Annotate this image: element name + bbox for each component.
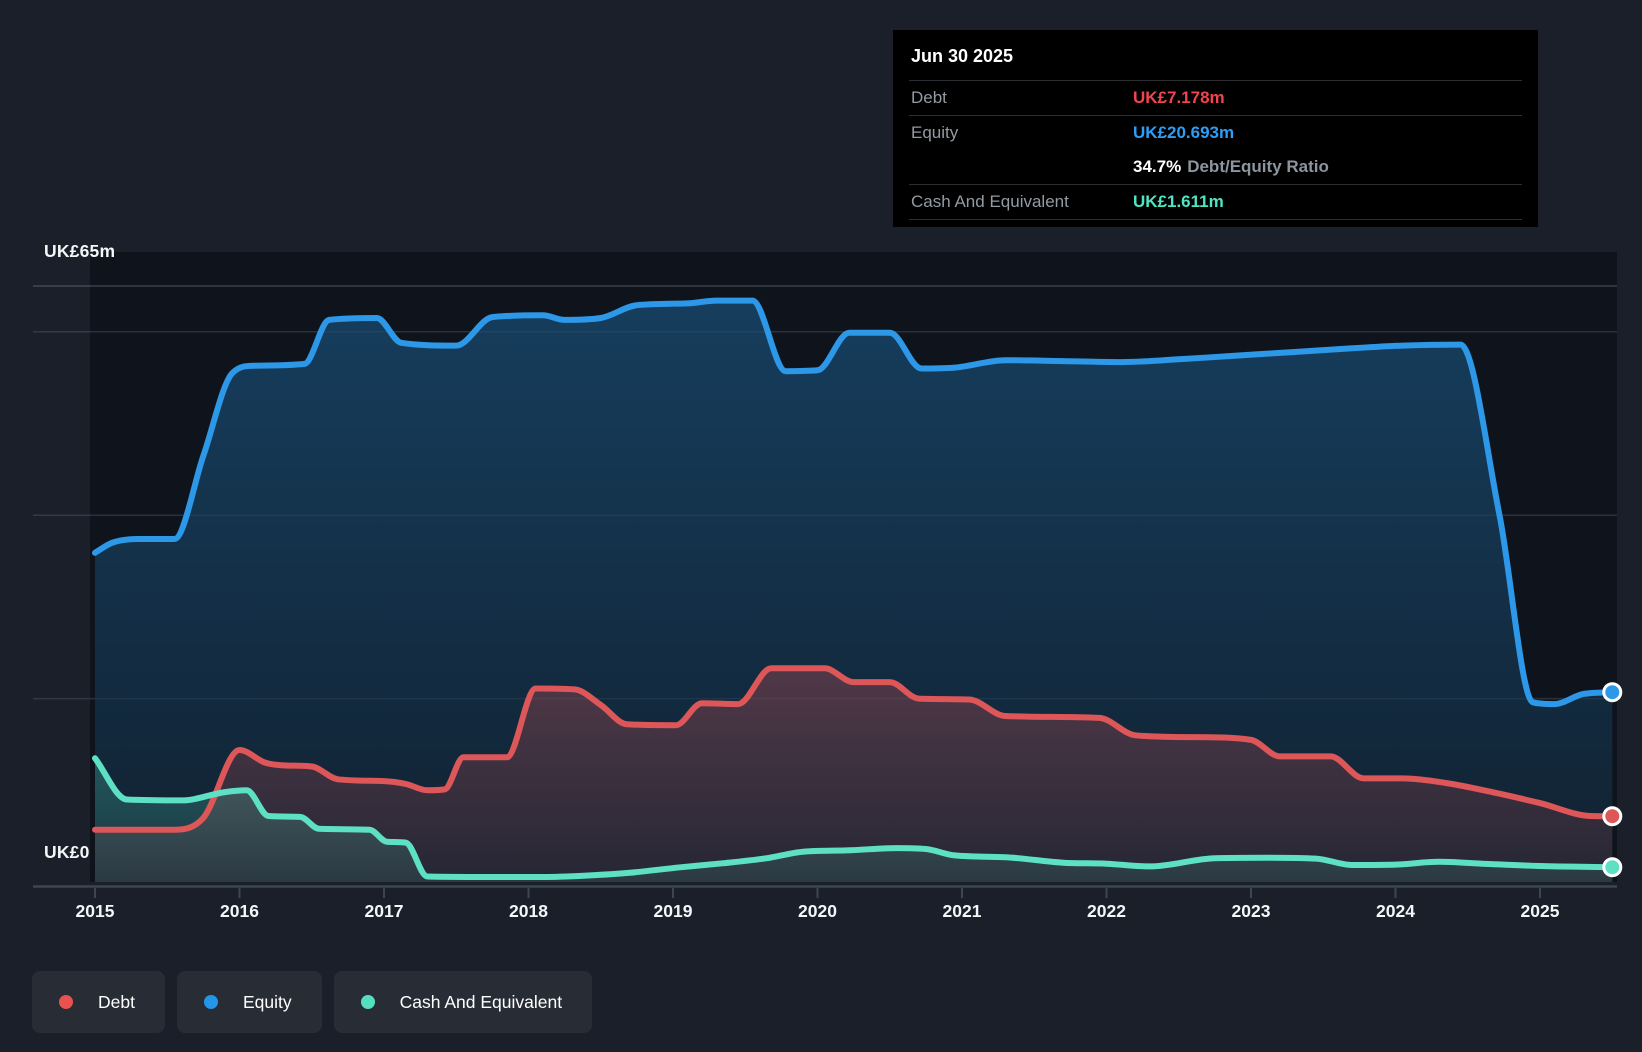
debt-area: [95, 668, 1613, 882]
x-tick-label-2024: 2024: [1376, 901, 1415, 921]
y-axis-zero-label: UK£0: [44, 842, 90, 862]
chart-legend: Debt Equity Cash And Equivalent: [32, 971, 593, 1033]
debt-dot-icon: [59, 995, 73, 1009]
tooltip-row-equity: Equity UK£20.693m: [909, 115, 1522, 150]
x-tick-label-2018: 2018: [509, 901, 548, 921]
x-tick-label-2015: 2015: [75, 901, 115, 921]
debt-endpoint-marker: [1602, 806, 1623, 827]
tooltip-row-debt: Debt UK£7.178m: [909, 80, 1522, 115]
x-tick-label-2023: 2023: [1231, 901, 1271, 921]
cash-dot-icon: [360, 995, 375, 1009]
tooltip-row-cash: Cash And Equivalent UK£1.611m: [909, 184, 1522, 219]
tooltip-ratio-label: Debt/Equity Ratio: [1187, 157, 1329, 176]
cash-and-equivalent-line: [92, 755, 1616, 881]
x-tick-label-2021: 2021: [942, 901, 982, 921]
tooltip-bottom-divider: [909, 219, 1522, 220]
legend-item-cash[interactable]: Cash And Equivalent: [333, 971, 593, 1033]
tooltip-equity-label: Equity: [911, 123, 959, 142]
tooltip-equity-value: UK£20.693m: [1133, 123, 1235, 142]
legend-debt-label: Debt: [98, 991, 135, 1012]
x-tick-label-2019: 2019: [653, 901, 693, 921]
x-tick-label-2020: 2020: [798, 901, 837, 921]
equity-dot-icon: [203, 995, 218, 1009]
equity-endpoint-marker: [1602, 682, 1623, 703]
x-tick-label-2016: 2016: [220, 901, 259, 921]
equity-line: [92, 297, 1616, 708]
chart-tooltip: Jun 30 2025 Debt UK£7.178m Equity UK£20.…: [893, 30, 1538, 227]
tooltip-ratio-value: 34.7%: [1133, 157, 1182, 176]
legend-equity-label: Equity: [242, 991, 292, 1012]
debt-line: [92, 665, 1616, 833]
x-tick-label-2017: 2017: [364, 901, 404, 921]
tooltip-cash-value: UK£1.611m: [1133, 192, 1224, 211]
cash-area: [95, 758, 1613, 882]
tooltip-debt-label: Debt: [911, 88, 947, 107]
y-axis-max-label: UK£65m: [44, 241, 116, 261]
x-tick-label-2025: 2025: [1520, 901, 1560, 921]
legend-item-debt[interactable]: Debt: [32, 971, 165, 1033]
tooltip-cash-label: Cash And Equivalent: [911, 192, 1069, 211]
x-tick-label-2022: 2022: [1087, 901, 1126, 921]
legend-item-equity[interactable]: Equity: [176, 971, 322, 1033]
tooltip-date: Jun 30 2025: [911, 46, 1014, 66]
tooltip-row-ratio: 34.7% Debt/Equity Ratio: [909, 150, 1522, 184]
cash-and-equivalent-endpoint-marker: [1602, 857, 1623, 878]
legend-cash-label: Cash And Equivalent: [399, 991, 563, 1012]
tooltip-debt-value: UK£7.178m: [1133, 88, 1225, 107]
